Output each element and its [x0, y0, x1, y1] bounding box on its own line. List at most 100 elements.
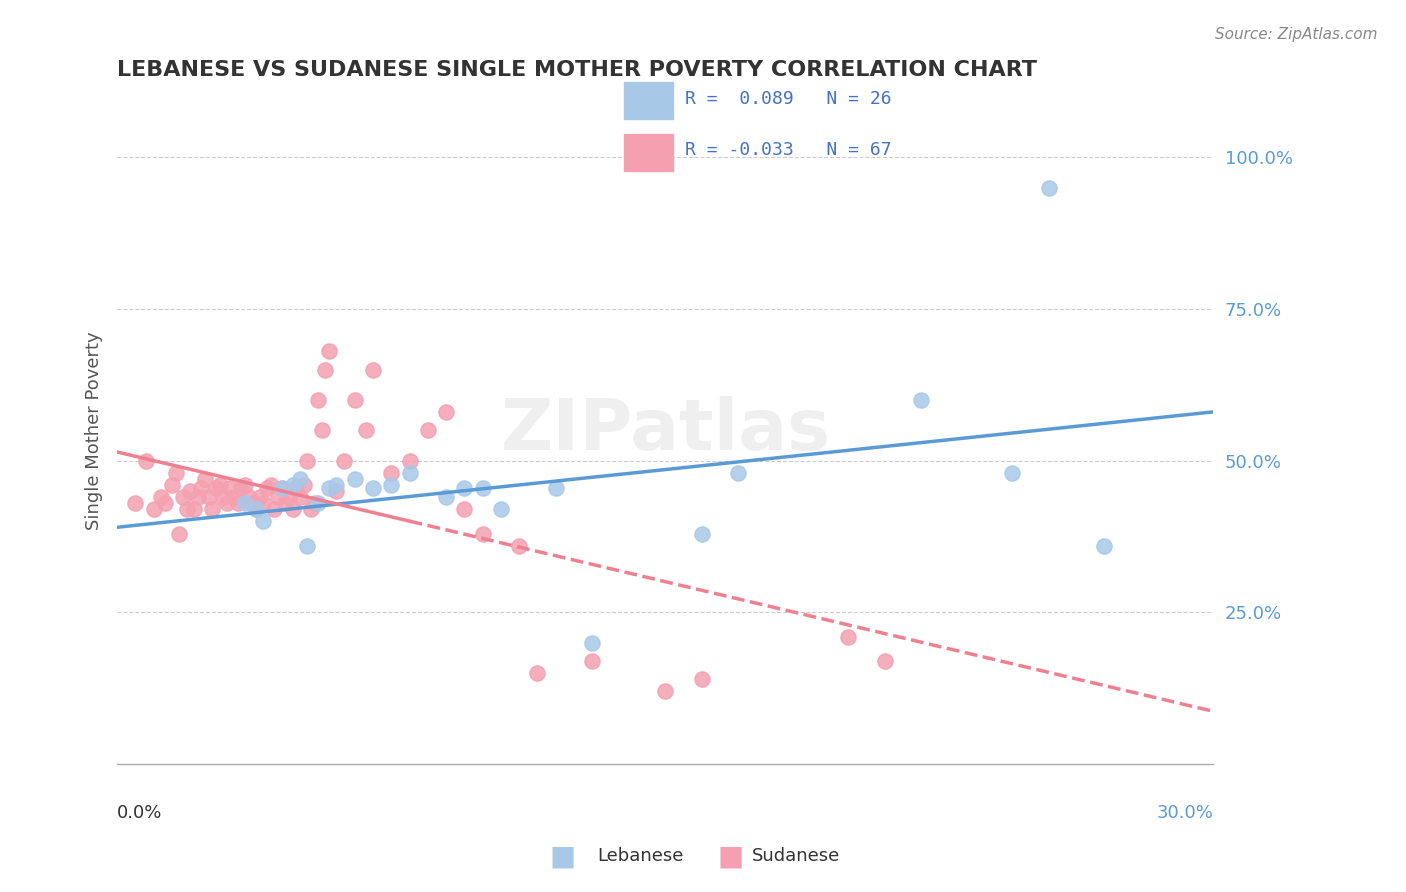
Point [208, 478, 231, 492]
Point [233, 478, 256, 492]
Text: Source: ZipAtlas.com: Source: ZipAtlas.com [1215, 27, 1378, 42]
Point [325, 478, 347, 492]
Text: Sudanese: Sudanese [752, 847, 841, 865]
Point [292, 478, 315, 492]
Point [153, 496, 176, 510]
Point [453, 502, 475, 516]
Point [205, 481, 228, 495]
Point [489, 502, 512, 516]
Text: ■: ■ [550, 842, 575, 871]
Point [380, 466, 402, 480]
Text: ZIPatlas: ZIPatlas [501, 396, 831, 465]
Point [343, 392, 366, 407]
Point [307, 392, 329, 407]
Point [245, 502, 267, 516]
Point [183, 502, 205, 516]
Point [150, 490, 173, 504]
Text: 30.0%: 30.0% [1157, 805, 1213, 822]
Point [837, 630, 859, 644]
Point [654, 684, 676, 698]
Point [219, 481, 242, 495]
Point [212, 490, 235, 504]
Point [165, 466, 187, 480]
Point [910, 392, 932, 407]
Point [187, 490, 209, 504]
Point [332, 453, 354, 467]
Text: LEBANESE VS SUDANESE SINGLE MOTHER POVERTY CORRELATION CHART: LEBANESE VS SUDANESE SINGLE MOTHER POVER… [117, 60, 1038, 79]
Point [142, 502, 165, 516]
Point [361, 362, 384, 376]
Point [172, 490, 194, 504]
Point [278, 490, 301, 504]
Point [135, 453, 157, 467]
Point [242, 496, 264, 510]
Point [285, 481, 308, 495]
Point [176, 502, 198, 516]
Point [873, 654, 896, 668]
Point [299, 502, 322, 516]
FancyBboxPatch shape [624, 134, 672, 171]
Y-axis label: Single Mother Poverty: Single Mother Poverty [86, 331, 103, 530]
Text: R = -0.033   N = 67: R = -0.033 N = 67 [685, 142, 891, 160]
Point [288, 472, 311, 486]
Point [581, 654, 603, 668]
Text: R =  0.089   N = 26: R = 0.089 N = 26 [685, 90, 891, 108]
Point [416, 423, 439, 437]
Point [471, 481, 494, 495]
Point [526, 666, 548, 681]
Point [267, 490, 290, 504]
Point [1038, 180, 1060, 194]
Point [508, 539, 530, 553]
Point [274, 496, 297, 510]
Text: Lebanese: Lebanese [598, 847, 683, 865]
Point [190, 481, 212, 495]
Point [281, 502, 304, 516]
Point [295, 453, 318, 467]
Point [690, 526, 713, 541]
Point [252, 515, 274, 529]
FancyBboxPatch shape [624, 82, 672, 119]
Point [453, 481, 475, 495]
Point [354, 423, 377, 437]
Point [307, 496, 329, 510]
Point [1092, 539, 1115, 553]
Point [1001, 466, 1024, 480]
Point [295, 539, 318, 553]
Point [270, 481, 292, 495]
Point [169, 526, 191, 541]
Point [325, 484, 347, 499]
Point [434, 405, 457, 419]
Point [197, 490, 219, 504]
Point [256, 481, 278, 495]
Point [224, 490, 246, 504]
Point [434, 490, 457, 504]
Point [471, 526, 494, 541]
Point [311, 423, 333, 437]
Point [398, 453, 420, 467]
Point [194, 472, 217, 486]
Text: 0.0%: 0.0% [117, 805, 163, 822]
Point [288, 490, 311, 504]
Point [544, 481, 567, 495]
Point [226, 496, 249, 510]
Point [231, 481, 253, 495]
Point [281, 478, 304, 492]
Point [252, 496, 274, 510]
Point [201, 502, 224, 516]
Point [179, 484, 201, 499]
Point [245, 502, 267, 516]
Point [398, 466, 420, 480]
Point [380, 478, 402, 492]
Point [260, 478, 283, 492]
Point [270, 481, 292, 495]
Point [690, 673, 713, 687]
Point [249, 490, 271, 504]
Point [238, 490, 260, 504]
Point [314, 362, 336, 376]
Point [318, 344, 340, 359]
Point [233, 496, 256, 510]
Point [727, 466, 749, 480]
Point [215, 496, 238, 510]
Point [361, 481, 384, 495]
Point [304, 496, 326, 510]
